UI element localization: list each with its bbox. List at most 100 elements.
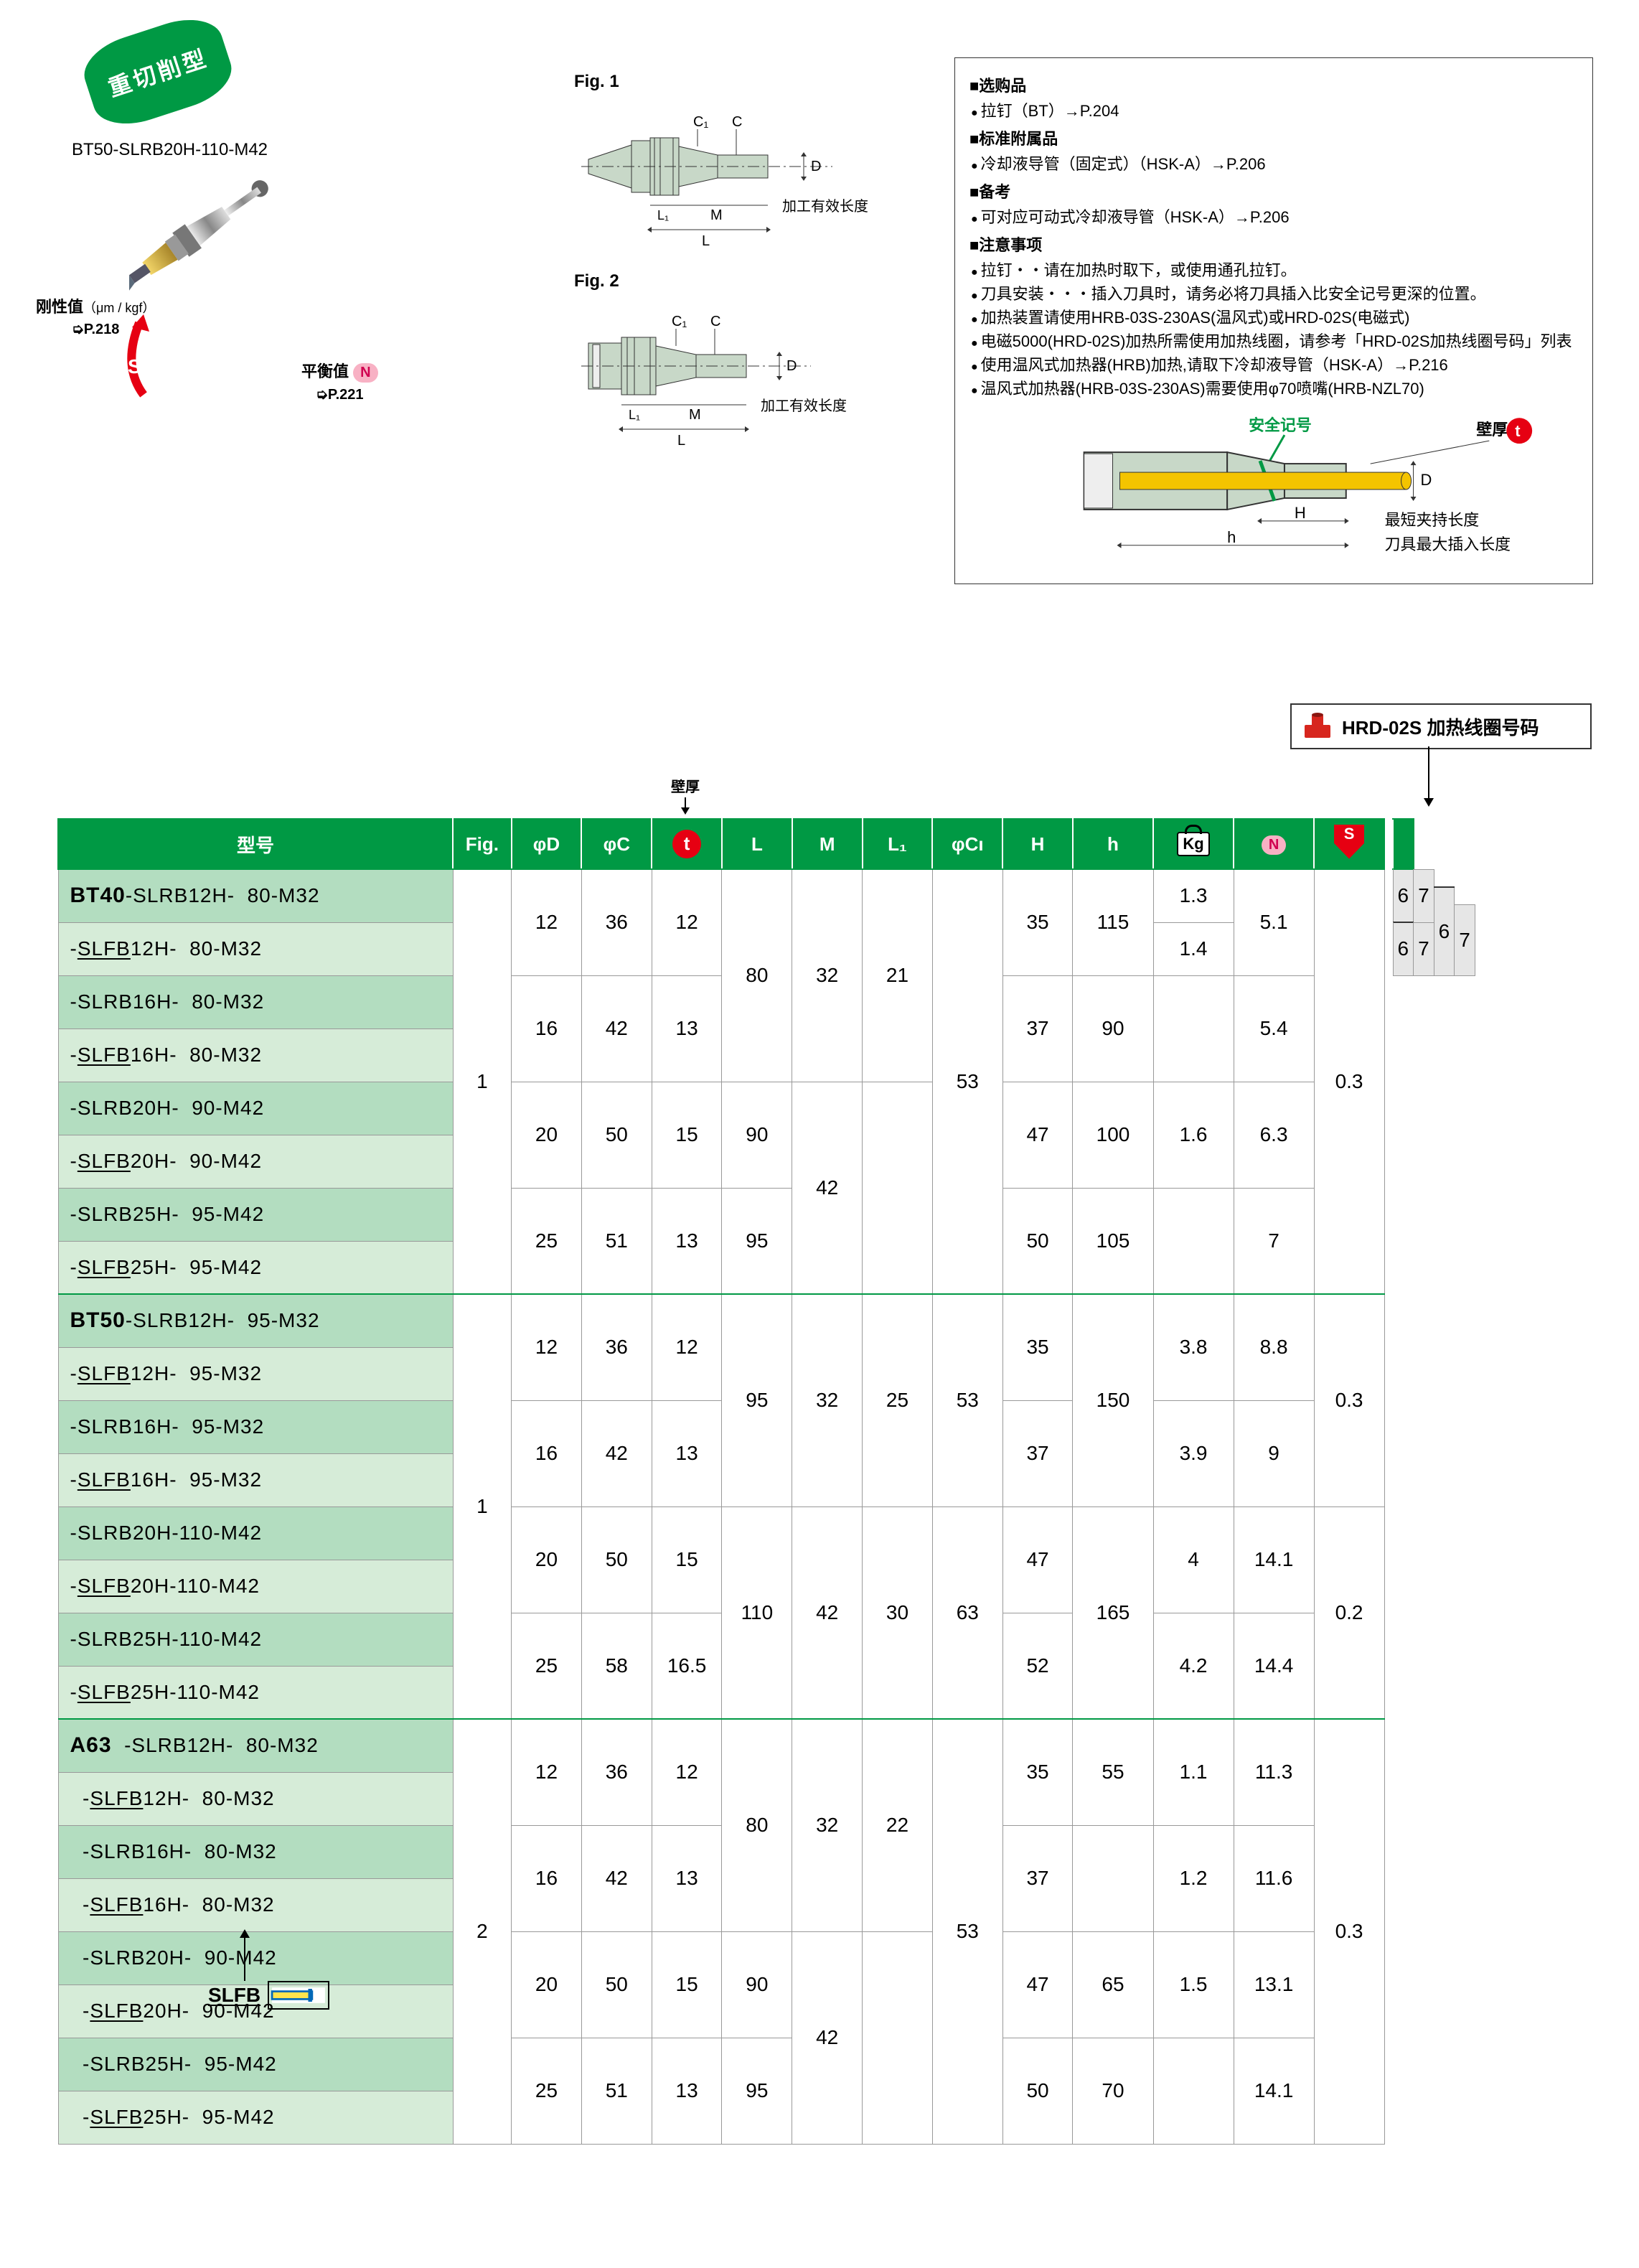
h-t: t [652, 819, 722, 869]
cell-phiD: 12 [512, 1294, 582, 1400]
cell-phiC1: 53 [932, 869, 1002, 1294]
h-M: M [792, 819, 863, 869]
fig2-diagram: C₁ C D L₁ M 加工有效长度 [574, 294, 904, 452]
cell-phiD: 25 [512, 1613, 582, 1719]
cell-M: 42 [792, 1082, 863, 1294]
table-row: A63 -SLRB12H- 80-M3221236128032225335551… [58, 1719, 1384, 1772]
model-cell: -SLRB16H- 80-M32 [58, 1825, 453, 1878]
model-cell: -SLFB16H- 80-M32 [58, 1878, 453, 1931]
svg-text:最短夹持长度: 最短夹持长度 [1385, 511, 1480, 529]
svg-text:S: S [128, 355, 141, 378]
svg-text:C: C [732, 114, 742, 130]
cell-phiC: 36 [581, 1719, 652, 1825]
cell-t: 15 [652, 1506, 722, 1613]
svg-text:H: H [1295, 504, 1306, 522]
svg-text:C: C [710, 314, 720, 329]
cell-h: 105 [1073, 1188, 1153, 1294]
cell-t: 16.5 [652, 1613, 722, 1719]
cell-L1: 30 [863, 1506, 933, 1719]
table-row: -SLRB20H- 90-M422050159042471001.66.3 [58, 1082, 1384, 1135]
fig1-diagram: C₁ C D L₁ M 加工有效长度 [574, 95, 904, 253]
s-icon [1334, 825, 1364, 859]
cell-t: 15 [652, 1082, 722, 1188]
cell-t: 13 [652, 975, 722, 1082]
h-model: 型号 [58, 819, 453, 869]
cell-h: 150 [1073, 1294, 1153, 1506]
svg-text:D: D [1421, 471, 1432, 489]
cell-t: 15 [652, 1931, 722, 2038]
t-header-label: 壁厚 [671, 775, 700, 810]
t-icon: t [672, 830, 701, 858]
cell-M: 42 [792, 1931, 863, 2144]
coil-cell: 6 [1393, 922, 1414, 975]
cell-H: 37 [1002, 975, 1073, 1082]
model-cell: -SLRB25H- 95-M42 [58, 1188, 453, 1241]
table-row: -SLRB25H-110-M42255816.5524.214.4 [58, 1613, 1384, 1666]
cell-L: 95 [722, 1188, 792, 1294]
hrd-leader [1428, 746, 1429, 804]
hrd-label: HRD-02S 加热线圈号码 [1342, 713, 1539, 740]
model-cell: -SLFB12H- 80-M32 [58, 922, 453, 975]
cell-s: 0.2 [1314, 1506, 1384, 1719]
cell-M: 32 [792, 869, 863, 1082]
cell-H: 47 [1002, 1082, 1073, 1188]
cell-phiD: 12 [512, 869, 582, 975]
cell-t: 13 [652, 1400, 722, 1506]
model-cell: -SLFB25H- 95-M42 [58, 1241, 453, 1294]
coil-cell: 7 [1414, 869, 1434, 922]
cell-s: 0.3 [1314, 869, 1384, 1294]
cell-H: 47 [1002, 1931, 1073, 2038]
cell-n: 7 [1234, 1188, 1314, 1294]
cell-t: 12 [652, 1294, 722, 1400]
model-cell: A63 -SLRB12H- 80-M32 [58, 1719, 453, 1772]
cell-L: 80 [722, 869, 792, 1082]
model-cell: -SLFB25H-110-M42 [58, 1666, 453, 1719]
cell-phiC: 50 [581, 1082, 652, 1188]
cell-h: 70 [1073, 2038, 1153, 2144]
cell-phiD: 20 [512, 1506, 582, 1613]
cell-fig: 2 [453, 1719, 511, 2144]
cell-phiC: 36 [581, 1294, 652, 1400]
coil-cell: 6 [1434, 887, 1455, 975]
info-h1: ■选购品 [969, 74, 1578, 98]
s-arrow-icon: S [115, 301, 172, 416]
cell-h: 115 [1073, 869, 1153, 975]
heavy-cut-badge: 重切削型 [76, 9, 239, 135]
coil-cell: 7 [1455, 904, 1475, 975]
cell-t: 13 [652, 1188, 722, 1294]
cell-phiC: 50 [581, 1506, 652, 1613]
cell-phiD: 16 [512, 1825, 582, 1931]
cell-L: 90 [722, 1931, 792, 2038]
model-cell: -SLFB20H-110-M42 [58, 1560, 453, 1613]
cell-h: 100 [1073, 1082, 1153, 1188]
cell-H: 50 [1002, 2038, 1073, 2144]
cell-phiD: 25 [512, 2038, 582, 2144]
spec-table-wrap: 型号 Fig. φD φC t L M L₁ φCı H h Kg N BT40… [57, 818, 1593, 2145]
fig2-label: Fig. 2 [574, 271, 919, 291]
cell-phiD: 16 [512, 975, 582, 1082]
cell-L1 [863, 1931, 933, 2144]
coil-table: 676767 [1392, 818, 1475, 976]
cell-M: 42 [792, 1506, 863, 1719]
cell-phiD: 16 [512, 1400, 582, 1506]
cell-kg [1153, 975, 1234, 1082]
balance-label: 平衡值 N ➭P.221 [301, 359, 378, 403]
cell-H: 52 [1002, 1613, 1073, 1719]
cell-L1: 22 [863, 1719, 933, 1931]
cell-L: 110 [722, 1506, 792, 1719]
cell-phiC: 51 [581, 1188, 652, 1294]
cell-n: 8.8 [1234, 1294, 1314, 1400]
coil-cell: 7 [1414, 922, 1434, 975]
cell-phiC1: 53 [932, 1719, 1002, 2144]
cell-kg: 3.8 [1153, 1294, 1234, 1400]
coil-icon [1302, 712, 1333, 741]
cell-phiC: 42 [581, 1825, 652, 1931]
cell-phiD: 20 [512, 1931, 582, 2038]
cell-h: 90 [1073, 975, 1153, 1082]
cell-kg: 4.2 [1153, 1613, 1234, 1719]
cell-kg [1153, 1188, 1234, 1294]
h-fig: Fig. [453, 819, 511, 869]
h-coil [1393, 819, 1414, 869]
cell-n: 14.1 [1234, 2038, 1314, 2144]
table-row: -SLRB20H-110-M4220501511042306347165414.… [58, 1506, 1384, 1560]
